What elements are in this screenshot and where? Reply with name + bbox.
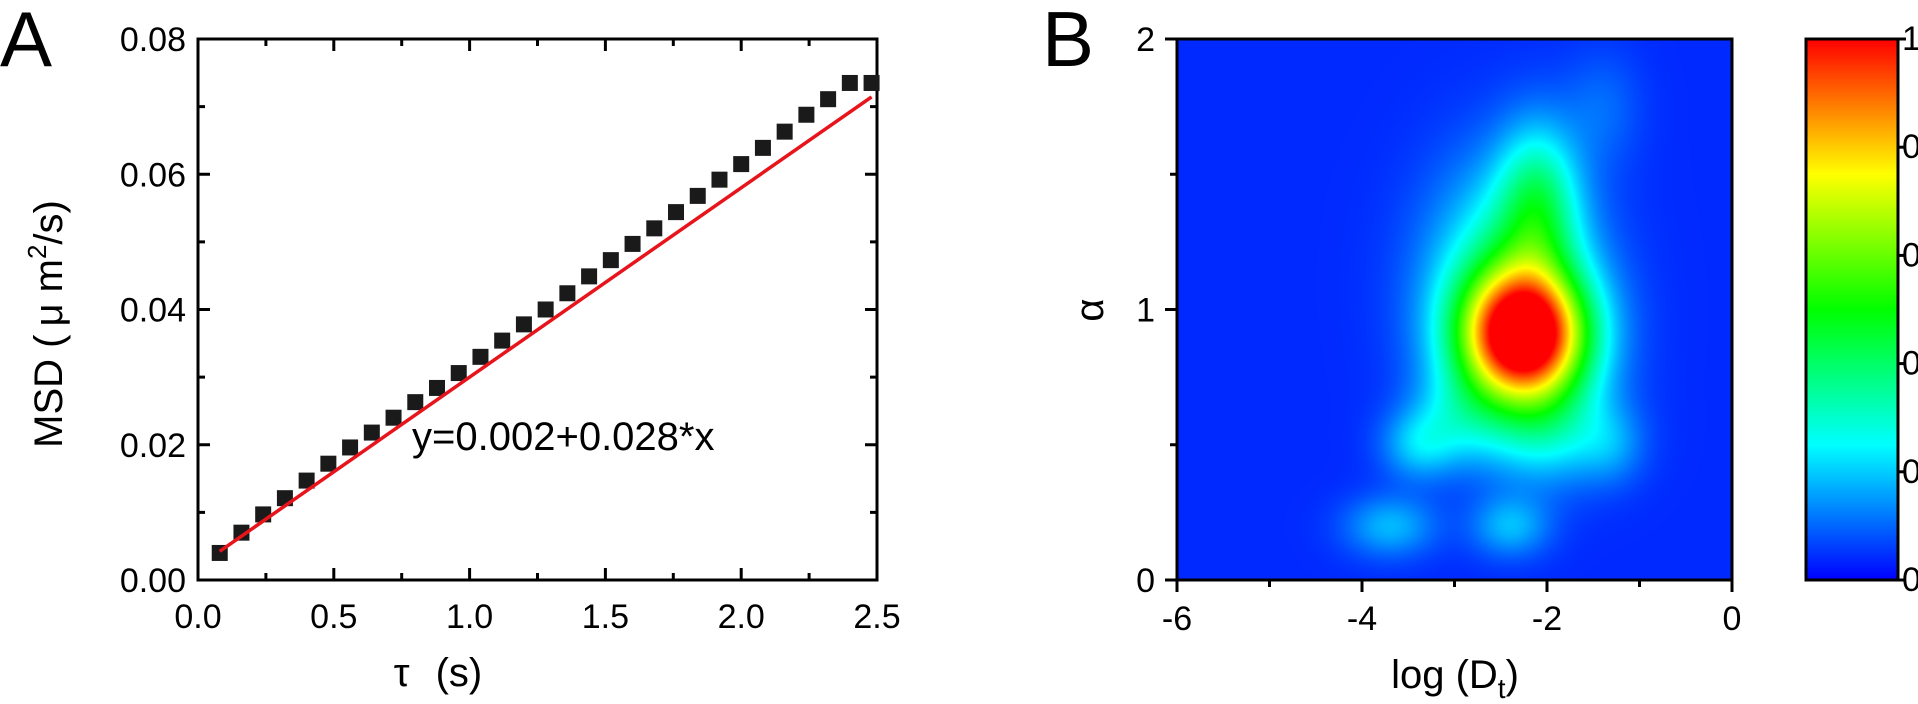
panel-b-tick-labels: -6 -4 -2 0 0 1 2 [1136, 21, 1741, 638]
data-point [711, 171, 728, 188]
data-point [298, 472, 315, 489]
data-point [581, 268, 598, 285]
colorbar-tick-label: 0.8 [1902, 128, 1918, 166]
x-tick-label-a: 1.0 [446, 598, 493, 636]
data-point [776, 123, 793, 140]
y-axis-label-a-unit-end: /s) [27, 200, 71, 244]
panel-b: B -6 -4 -2 0 0 1 2 log (Dt) α 0.0 0.2 0.4 0.6 0.8 1… [1042, 0, 1918, 704]
data-point [841, 74, 858, 91]
data-point [320, 455, 337, 472]
data-point [820, 91, 837, 108]
y-tick-label-a: 0.02 [120, 427, 186, 465]
x-axis-label-b-sub: t [1498, 673, 1506, 704]
panel-a-axes [196, 37, 879, 582]
x-tick-label-a: 2.0 [718, 598, 765, 636]
colorbar-tick-label: 1.0 [1902, 20, 1918, 58]
x-tick-label-b: -4 [1347, 600, 1377, 638]
x-axis-label-b-main: log (D [1391, 653, 1498, 697]
y-tick-label-a: 0.06 [120, 156, 186, 194]
x-tick-label-a: 0.5 [310, 598, 357, 636]
y-tick-label-a: 0.00 [120, 562, 186, 600]
data-point [515, 316, 532, 333]
data-point [407, 394, 424, 411]
data-point [472, 348, 489, 365]
data-point [668, 204, 685, 221]
data-point [602, 252, 619, 269]
x-axis-label-b-end: ) [1506, 653, 1519, 697]
panel-letter-b: B [1042, 0, 1094, 83]
panel-a-tick-labels: 0.0 0.5 1.0 1.5 2.0 2.5 0.00 0.02 0.04 0.06 0.08 [120, 21, 901, 636]
y-tick-label-b: 1 [1136, 292, 1155, 330]
data-point [754, 139, 771, 156]
fit-line [218, 95, 873, 553]
data-point [733, 156, 750, 173]
y-tick-label-a: 0.08 [120, 21, 186, 59]
data-point [537, 301, 554, 318]
data-point [646, 220, 663, 237]
x-tick-label-a: 1.5 [582, 598, 629, 636]
y-tick-label-b: 2 [1136, 21, 1155, 59]
data-point [559, 285, 576, 302]
x-tick-label-b: -6 [1162, 600, 1192, 638]
data-point [624, 235, 641, 252]
data-point [233, 524, 250, 541]
colorbar-tick-label: 0.2 [1902, 453, 1918, 491]
x-axis-label-a-symbol: τ [394, 651, 410, 695]
x-axis-label-a-unit: (s) [436, 651, 483, 695]
y-tick-label-b: 0 [1136, 562, 1155, 600]
panel-b-axes [1165, 37, 1734, 592]
data-point [385, 409, 402, 426]
x-axis-label-a: τ (s) [394, 651, 482, 695]
x-tick-label-b: 0 [1723, 600, 1742, 638]
colorbar-tick-labels: 0.0 0.2 0.4 0.6 0.8 1.0 [1898, 20, 1918, 599]
y-axis-label-a-main: MSD ( [27, 334, 71, 448]
fit-equation: y=0.002+0.028*x [412, 415, 714, 459]
data-point [494, 332, 511, 349]
panel-letter-a: A [0, 0, 52, 83]
x-tick-label-a: 0.0 [174, 598, 221, 636]
data-point [450, 365, 467, 382]
colorbar-tick-label: 0.0 [1902, 561, 1918, 599]
colorbar-tick-label: 0.6 [1902, 236, 1918, 274]
data-point [798, 106, 815, 123]
y-tick-label-a: 0.04 [120, 292, 186, 330]
data-point [342, 439, 359, 456]
x-axis-label-b: log (Dt) [1391, 653, 1519, 704]
density-heatmap [1177, 39, 1732, 580]
colorbar [1804, 37, 1900, 582]
colorbar-tick-label: 0.4 [1902, 345, 1918, 383]
y-axis-label-a: MSD ( μ m2/s) [22, 200, 71, 448]
data-point [363, 424, 380, 441]
y-axis-label-a-sup: 2 [22, 245, 52, 259]
panel-a: A 0.0 0.5 1.0 1.5 2.0 2.5 0.00 0.02 0.04 0.06 0.08… [0, 0, 901, 695]
data-point [689, 187, 706, 204]
y-axis-label-a-unit: m [27, 259, 71, 303]
data-point [429, 379, 446, 396]
y-axis-label-a-mu: μ [27, 303, 71, 326]
x-tick-label-a: 2.5 [853, 598, 900, 636]
y-axis-label-b: α [1068, 298, 1112, 321]
plot-frame-a [196, 37, 879, 582]
data-point [863, 74, 880, 91]
x-tick-label-b: -2 [1532, 600, 1562, 638]
